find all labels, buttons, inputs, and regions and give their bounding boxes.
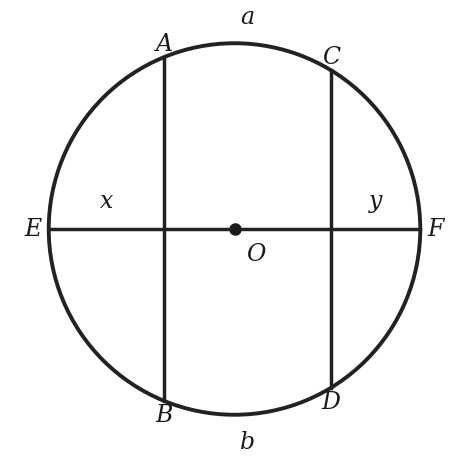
Text: b: b: [240, 430, 255, 453]
Text: C: C: [322, 46, 340, 69]
Text: O: O: [246, 242, 265, 265]
Text: D: D: [322, 390, 340, 413]
Text: y: y: [369, 190, 382, 213]
Text: E: E: [24, 218, 41, 241]
Text: F: F: [428, 218, 444, 241]
Text: a: a: [241, 6, 255, 29]
Text: A: A: [155, 33, 173, 56]
Text: B: B: [155, 403, 173, 426]
Text: x: x: [99, 190, 113, 213]
